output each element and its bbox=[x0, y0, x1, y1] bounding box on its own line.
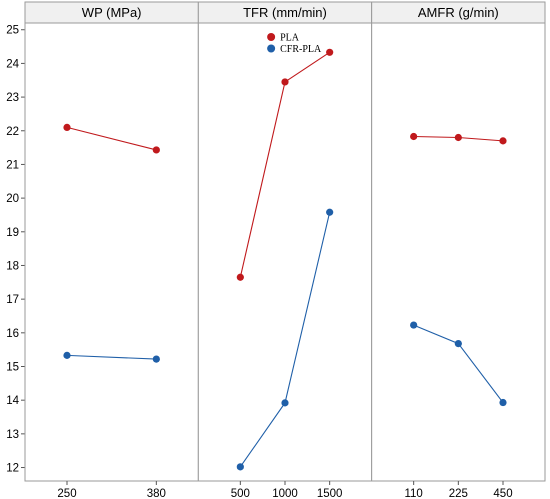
y-tick-label: 25 bbox=[6, 25, 19, 37]
data-point-pla bbox=[63, 123, 71, 131]
y-tick-label: 22 bbox=[6, 126, 19, 138]
data-point-cfr-pla bbox=[410, 321, 418, 329]
panel-frame bbox=[24, 22, 199, 482]
x-tick-label: 1000 bbox=[272, 488, 298, 499]
y-tick-label: 21 bbox=[6, 159, 19, 171]
data-point-cfr-pla bbox=[281, 399, 289, 407]
x-tick-label: 1500 bbox=[317, 488, 343, 499]
data-point-pla bbox=[236, 273, 244, 281]
legend-label: CFR-PLA bbox=[280, 44, 322, 55]
y-tick-label: 24 bbox=[6, 58, 19, 70]
data-point-pla bbox=[410, 132, 418, 141]
y-tick-label: 19 bbox=[6, 227, 19, 239]
panel-0: WP (MPa) 250 380 bbox=[24, 1, 199, 499]
legend-label: PLA bbox=[280, 33, 300, 44]
data-point-cfr-pla bbox=[236, 463, 244, 471]
y-tick-label: 12 bbox=[6, 463, 19, 475]
data-point-cfr-pla bbox=[63, 351, 71, 359]
panel-frame bbox=[197, 22, 373, 482]
panel-frame bbox=[371, 22, 546, 482]
x-tick-label: 500 bbox=[231, 488, 250, 499]
data-point-cfr-pla bbox=[454, 340, 462, 348]
panel-title: TFR (mm/min) bbox=[243, 5, 327, 20]
x-tick-label: 225 bbox=[449, 488, 468, 499]
y-tick-label: 18 bbox=[6, 260, 19, 272]
series-line-cfr-pla bbox=[66, 354, 157, 360]
y-axis: 12 13 14 15 16 17 18 19 20 21 22 23 24 25 bbox=[6, 25, 25, 475]
data-point-cfr-pla bbox=[499, 398, 507, 407]
y-tick-label: 15 bbox=[6, 362, 19, 374]
x-tick-label: 380 bbox=[147, 488, 166, 499]
panel-title: WP (MPa) bbox=[82, 5, 142, 20]
data-point-pla bbox=[326, 48, 334, 56]
panel-2: AMFR (g/min) 110 225 450 bbox=[371, 1, 546, 499]
series-line-pla bbox=[66, 126, 157, 151]
y-tick-label: 17 bbox=[6, 294, 19, 306]
data-point-pla bbox=[499, 137, 507, 145]
x-tick-label: 250 bbox=[57, 488, 76, 499]
y-tick-label: 13 bbox=[6, 429, 19, 441]
panel-title: AMFR (g/min) bbox=[418, 5, 499, 20]
legend-marker bbox=[267, 44, 276, 53]
x-tick-label: 450 bbox=[493, 488, 512, 499]
y-tick-label: 23 bbox=[6, 92, 19, 104]
data-point-pla bbox=[152, 146, 160, 154]
panel-header bbox=[371, 1, 546, 24]
data-point-cfr-pla bbox=[152, 355, 160, 363]
y-tick-label: 16 bbox=[6, 328, 19, 340]
legend-marker bbox=[267, 33, 276, 41]
x-tick-label: 110 bbox=[404, 488, 422, 499]
data-point-pla bbox=[281, 78, 289, 86]
y-tick-label: 14 bbox=[6, 395, 19, 407]
data-point-cfr-pla bbox=[326, 208, 334, 216]
y-tick-label: 20 bbox=[6, 193, 19, 205]
data-point-pla bbox=[454, 133, 462, 142]
panel-1: TFR (mm/min) 500 1000 1500 bbox=[197, 1, 373, 499]
